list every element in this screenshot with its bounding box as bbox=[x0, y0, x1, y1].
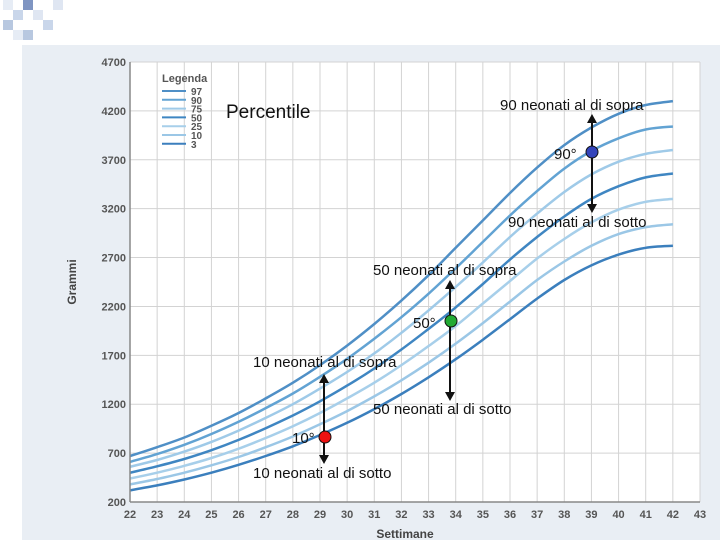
deco-square bbox=[53, 0, 63, 10]
y-tick-label: 2700 bbox=[102, 253, 126, 265]
p10-below-label: 10 neonati al di sotto bbox=[253, 465, 391, 482]
x-tick-label: 26 bbox=[232, 509, 244, 521]
y-tick-label: 1200 bbox=[102, 399, 126, 411]
p50-above-label: 50 neonati al di sopra bbox=[373, 262, 517, 279]
y-axis: 200 700 1200 1700 2200 2700 3200 3700 4200 4700 bbox=[102, 57, 131, 509]
p10-arrow-up bbox=[319, 374, 329, 383]
y-tick-label: 200 bbox=[108, 497, 126, 509]
deco-square bbox=[33, 10, 43, 20]
p10-marker-dot bbox=[318, 430, 332, 444]
series-line-p25 bbox=[129, 197, 674, 480]
x-axis: 22 23 24 25 26 27 28 29 30 31 32 33 34 35 36 37 38 39 40 41… bbox=[124, 501, 706, 521]
deco-square bbox=[3, 20, 13, 30]
x-tick-label: 23 bbox=[151, 509, 163, 521]
x-tick-label: 33 bbox=[422, 509, 434, 521]
y-tick-label: 4200 bbox=[102, 106, 126, 118]
series-line-p3 bbox=[129, 244, 673, 492]
x-tick-label: 29 bbox=[314, 509, 326, 521]
x-axis-title: Settimane bbox=[376, 527, 434, 540]
y-tick-label: 3700 bbox=[102, 155, 126, 167]
p90-marker-dot bbox=[585, 145, 599, 159]
p10-marker-label: 10° bbox=[292, 430, 315, 447]
legend-label-p97: 97 bbox=[191, 87, 203, 98]
y-axis-title: Grammi bbox=[65, 259, 79, 304]
y-tick-label: 4700 bbox=[102, 57, 126, 69]
deco-square bbox=[43, 20, 53, 30]
p50-marker-dot bbox=[444, 314, 458, 328]
grid bbox=[129, 61, 701, 503]
series-line-p10 bbox=[129, 223, 674, 486]
deco-square bbox=[13, 30, 23, 40]
x-tick-label: 32 bbox=[395, 509, 407, 521]
series-line-p75 bbox=[129, 148, 674, 469]
y-tick-label: 2200 bbox=[102, 301, 126, 313]
x-tick-label: 25 bbox=[205, 509, 217, 521]
deco-square bbox=[23, 30, 33, 40]
p50-arrow-down bbox=[445, 392, 455, 401]
y-tick-label: 3200 bbox=[102, 204, 126, 216]
deco-square bbox=[23, 0, 33, 10]
x-tick-label: 36 bbox=[504, 509, 516, 521]
p50-below-label: 50 neonati al di sotto bbox=[373, 401, 511, 418]
x-tick-label: 38 bbox=[558, 509, 570, 521]
x-tick-label: 28 bbox=[287, 509, 299, 521]
legend-label-p25: 25 bbox=[191, 122, 203, 133]
y-tick-label: 700 bbox=[108, 448, 126, 460]
x-tick-label: 34 bbox=[450, 509, 463, 521]
x-tick-label: 37 bbox=[531, 509, 543, 521]
x-tick-label: 22 bbox=[124, 509, 136, 521]
p10-annotation: 10 neonati al di sopra 10° 10 neonati al… bbox=[253, 354, 397, 482]
series-layer bbox=[129, 99, 674, 492]
p50-marker-label: 50° bbox=[413, 315, 436, 332]
legend-label-p75: 75 bbox=[191, 105, 203, 116]
deco-square bbox=[13, 10, 23, 20]
legend-label-p90: 90 bbox=[191, 96, 203, 107]
p10-above-label: 10 neonati al di sopra bbox=[253, 354, 397, 371]
p10-arrow-down bbox=[319, 455, 329, 464]
p90-arrow-down bbox=[587, 204, 597, 213]
legend-title: Legenda bbox=[162, 73, 208, 85]
legend-label-p10: 10 bbox=[191, 131, 203, 142]
x-tick-label: 35 bbox=[477, 509, 489, 521]
slide-title: Percentile bbox=[226, 102, 311, 123]
p90-marker-label: 90° bbox=[554, 146, 577, 163]
legend-label-p3: 3 bbox=[191, 140, 197, 151]
x-tick-label: 24 bbox=[178, 509, 191, 521]
x-tick-label: 39 bbox=[585, 509, 597, 521]
x-tick-label: 41 bbox=[640, 509, 652, 521]
p90-below-label: 90 neonati al di sotto bbox=[508, 214, 646, 231]
p90-above-label: 90 neonati al di sopra bbox=[500, 97, 644, 114]
plot-area bbox=[130, 62, 700, 502]
p50-arrow-up bbox=[445, 280, 455, 289]
series-line-p90 bbox=[129, 125, 674, 464]
corner-decoration bbox=[3, 0, 63, 40]
legend-label-p50: 50 bbox=[191, 113, 203, 124]
x-tick-label: 31 bbox=[368, 509, 380, 521]
y-tick-label: 1700 bbox=[102, 350, 126, 362]
series-line-p50 bbox=[129, 172, 674, 474]
x-tick-label: 43 bbox=[694, 509, 706, 521]
series-line-p97 bbox=[129, 99, 674, 458]
x-tick-label: 30 bbox=[341, 509, 353, 521]
x-tick-label: 42 bbox=[667, 509, 679, 521]
x-tick-label: 40 bbox=[612, 509, 624, 521]
x-tick-label: 27 bbox=[260, 509, 272, 521]
p50-annotation: 50 neonati al di sopra 50° 50 neonati al… bbox=[373, 262, 517, 418]
p90-annotation: 90 neonati al di sopra 90° 90 neonati al… bbox=[500, 97, 646, 231]
deco-square bbox=[3, 0, 13, 10]
p90-arrow-up bbox=[587, 114, 597, 123]
